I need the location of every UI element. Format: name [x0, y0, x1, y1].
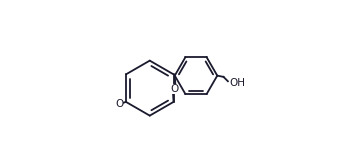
Text: O: O — [170, 84, 178, 94]
Text: O: O — [115, 99, 123, 109]
Text: OH: OH — [229, 78, 245, 88]
